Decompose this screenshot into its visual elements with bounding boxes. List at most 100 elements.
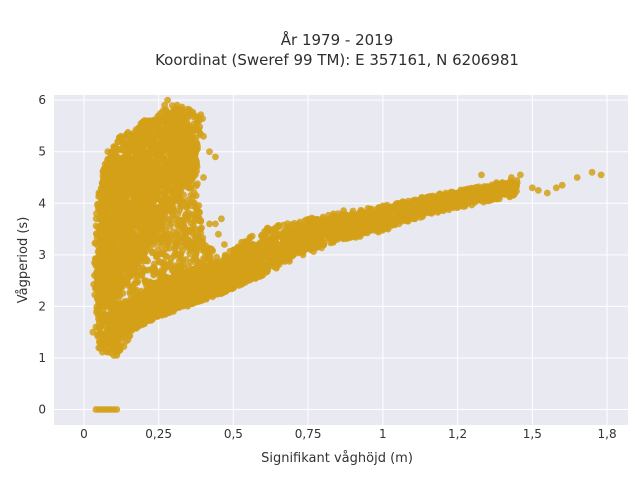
data-point [126, 181, 134, 189]
data-point [148, 307, 156, 315]
data-point [122, 148, 130, 156]
data-point [170, 280, 178, 287]
data-point [107, 256, 114, 263]
data-point [175, 216, 183, 224]
data-point [144, 286, 152, 294]
data-point [100, 169, 107, 176]
data-point [121, 305, 129, 313]
data-point [128, 326, 136, 334]
data-point [136, 129, 143, 137]
data-point [126, 132, 133, 140]
data-point [115, 279, 123, 287]
data-point [118, 207, 126, 215]
data-point [103, 184, 110, 191]
data-point [102, 264, 110, 272]
data-point [125, 142, 132, 149]
data-point [193, 244, 200, 252]
data-point [115, 273, 123, 281]
data-point [186, 239, 194, 247]
data-point [216, 280, 223, 288]
data-point [108, 168, 116, 176]
data-point [139, 264, 146, 272]
data-point [107, 314, 115, 322]
data-point [171, 288, 179, 295]
data-point [121, 177, 129, 184]
data-point [206, 245, 214, 253]
data-point [96, 330, 103, 337]
data-point [159, 167, 167, 175]
data-point [96, 247, 104, 255]
data-point [122, 226, 129, 234]
data-point [162, 192, 170, 200]
data-point [192, 162, 200, 170]
data-point [155, 203, 163, 211]
data-point [167, 255, 175, 262]
grid-lines [54, 95, 628, 425]
data-point [213, 274, 221, 281]
data-point [189, 126, 197, 133]
data-point [179, 226, 187, 234]
data-point [184, 171, 192, 178]
data-point [198, 246, 206, 254]
data-point [212, 268, 220, 276]
data-point [197, 285, 205, 293]
data-point [110, 198, 118, 206]
data-point [150, 265, 158, 273]
data-point [131, 306, 139, 314]
data-point [108, 273, 116, 280]
data-point [138, 270, 145, 278]
data-point [125, 167, 132, 175]
data-point [154, 246, 162, 254]
data-point [137, 294, 144, 301]
data-point [119, 199, 127, 206]
data-point [136, 239, 143, 247]
data-point [145, 299, 153, 307]
data-point [126, 272, 134, 280]
data-point [222, 261, 230, 269]
data-point [141, 202, 149, 210]
data-point [119, 139, 127, 147]
data-point [101, 340, 108, 348]
data-point [275, 223, 282, 231]
data-point [192, 192, 200, 200]
data-point [176, 250, 184, 258]
data-point [179, 285, 187, 293]
data-point [165, 207, 173, 214]
data-point [117, 311, 125, 319]
data-point [121, 154, 128, 162]
data-point [163, 263, 171, 271]
data-point [150, 233, 157, 241]
data-point [197, 237, 205, 244]
data-point [186, 280, 193, 287]
data-point [193, 268, 201, 275]
data-point [140, 139, 148, 147]
data-point [130, 230, 138, 238]
data-point [139, 147, 147, 154]
data-point [114, 138, 122, 146]
data-point [190, 222, 197, 230]
data-point [178, 137, 186, 145]
data-point [273, 263, 280, 271]
data-point [113, 306, 121, 313]
data-point [179, 177, 187, 185]
data-point [150, 227, 158, 235]
data-point [111, 160, 119, 167]
data-point [117, 132, 125, 140]
data-point [184, 196, 192, 204]
data-point [224, 274, 231, 282]
data-point [168, 155, 176, 162]
data-point [102, 218, 109, 226]
data-point [169, 234, 176, 242]
data-point [108, 295, 116, 303]
data-point [129, 221, 137, 229]
data-point [158, 285, 166, 293]
data-point [173, 181, 180, 189]
data-point [208, 273, 216, 280]
data-point [158, 133, 165, 141]
data-point [185, 165, 193, 173]
data-point [143, 152, 151, 160]
data-point [102, 318, 110, 326]
data-point [97, 299, 104, 307]
data-point [208, 291, 216, 299]
data-point [139, 251, 147, 258]
